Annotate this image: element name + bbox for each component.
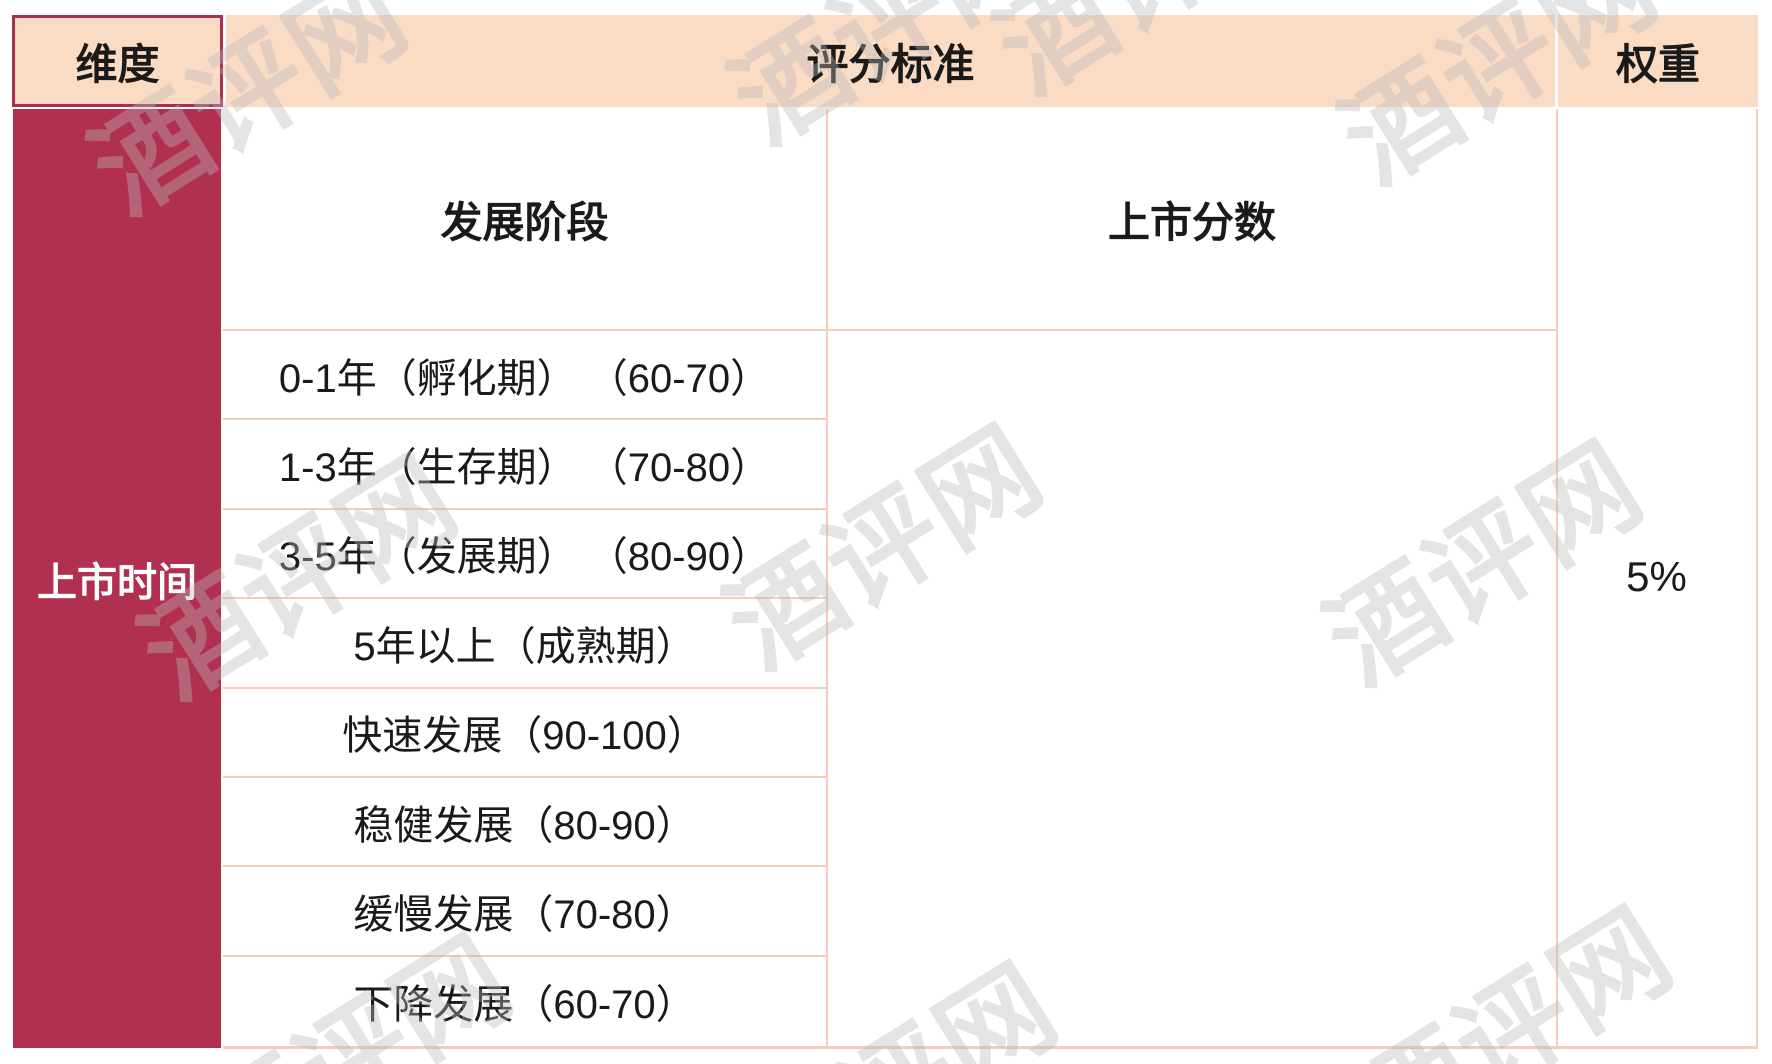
score-merged-cell [828,331,1556,1044]
row-label: 快速发展（90-100） [342,714,707,759]
row-label: 0-1年（孵化期） （60-70） [278,356,771,401]
table-row: 3-5年（发展期） （80-90） [223,510,826,600]
row-label: 下降发展（60-70） [353,983,696,1028]
table-row: 快速发展（90-100） [223,689,826,778]
dimension-value-label: 上市时间 [37,560,197,605]
header-criteria-cell: 评分标准 [226,15,1555,107]
row-label: 1-3年（生存期） （70-80） [278,446,771,491]
header-weight-label: 权重 [1615,40,1700,88]
row-label: 缓慢发展（70-80） [353,892,696,937]
stage-rows: 0-1年（孵化期） （60-70） 1-3年（生存期） （70-80） 3-5年… [223,331,826,1046]
header-weight-cell: 权重 [1558,15,1758,107]
table-bottom-border [223,1046,1758,1049]
table-row: 下降发展（60-70） [223,957,826,1046]
subheader-score-label: 上市分数 [1107,198,1276,246]
row-label: 3-5年（发展期） （80-90） [278,535,771,580]
subheader-score-cell: 上市分数 [828,109,1556,329]
weight-value-label: 5% [1626,552,1687,600]
table-row: 5年以上（成熟期） [223,599,826,689]
dimension-value-cell: 上市时间 [13,109,221,1048]
divider-stage-score [826,109,828,1046]
header-criteria-label: 评分标准 [806,40,975,88]
row-label: 5年以上（成熟期） [353,624,696,669]
table-row: 0-1年（孵化期） （60-70） [223,331,826,421]
subheader-stage-label: 发展阶段 [440,198,609,246]
header-dimension-cell: 维度 [12,15,223,107]
subheader-bottom-border [223,329,1556,331]
table-row: 稳健发展（80-90） [223,778,826,868]
header-dimension-label: 维度 [75,40,160,88]
table-right-border [1756,109,1758,1046]
subheader-stage-cell: 发展阶段 [223,109,826,329]
table-row: 1-3年（生存期） （70-80） [223,420,826,510]
weight-value-cell: 5% [1558,109,1755,1044]
table-row: 缓慢发展（70-80） [223,867,826,957]
row-label: 稳健发展（80-90） [353,803,696,848]
divider-score-weight [1556,109,1558,1046]
